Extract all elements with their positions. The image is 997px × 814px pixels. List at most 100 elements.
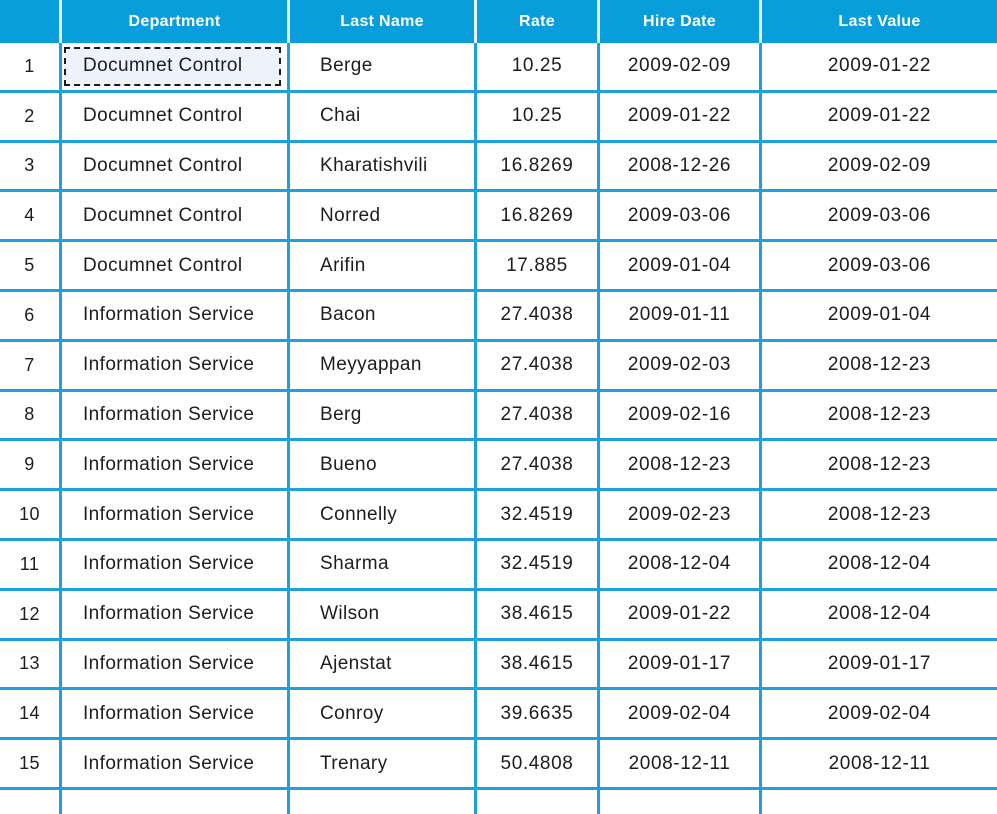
cell-last-name[interactable]: Meyyappan [290, 341, 477, 392]
cell-last-value[interactable]: 2009-01-22 [762, 92, 997, 143]
cell-last-name[interactable]: Trenary [290, 740, 477, 790]
cell-department[interactable]: Information Service [62, 291, 290, 342]
cell-last-value[interactable]: 2008-12-04 [762, 590, 997, 641]
cell-department[interactable] [62, 789, 290, 814]
cell-rate[interactable]: 39.6635 [477, 690, 600, 741]
row-number-cell[interactable]: 3 [0, 142, 62, 193]
row-number-cell[interactable]: 13 [0, 640, 62, 691]
cell-last-value[interactable]: 2008-12-23 [762, 341, 997, 392]
cell-last-name[interactable]: Ajenstat [290, 640, 477, 691]
column-header-department[interactable]: Department [62, 0, 290, 43]
cell-department[interactable]: Information Service [62, 341, 290, 392]
cell-rate[interactable]: 10.25 [477, 43, 600, 93]
cell-hire-date[interactable]: 2009-02-04 [600, 690, 762, 741]
cell-last-name[interactable]: Wilson [290, 590, 477, 641]
row-number-cell[interactable]: 7 [0, 341, 62, 392]
row-number-cell[interactable]: 14 [0, 690, 62, 741]
cell-last-value[interactable]: 2009-01-04 [762, 291, 997, 342]
cell-hire-date[interactable]: 2008-12-11 [600, 740, 762, 790]
cell-department[interactable]: Information Service [62, 540, 290, 591]
cell-last-value[interactable]: 2008-12-04 [762, 540, 997, 591]
cell-last-name[interactable]: Arifin [290, 242, 477, 292]
cell-rate[interactable]: 27.4038 [477, 441, 600, 492]
cell-last-name[interactable]: Norred [290, 192, 477, 243]
cell-hire-date[interactable]: 2009-02-09 [600, 43, 762, 93]
column-header-rate[interactable]: Rate [477, 0, 600, 43]
cell-department[interactable]: Documnet Control [62, 242, 290, 292]
cell-hire-date[interactable]: 2009-01-11 [600, 291, 762, 342]
cell-hire-date[interactable]: 2009-01-22 [600, 590, 762, 641]
cell-rate[interactable]: 32.4519 [477, 540, 600, 591]
cell-hire-date[interactable]: 2009-01-17 [600, 640, 762, 691]
cell-hire-date[interactable]: 2008-12-23 [600, 441, 762, 492]
cell-last-value[interactable]: 2009-02-09 [762, 142, 997, 193]
cell-hire-date[interactable]: 2008-12-26 [600, 142, 762, 193]
cell-hire-date[interactable]: 2009-02-23 [600, 491, 762, 541]
column-header-last-name[interactable]: Last Name [290, 0, 477, 43]
cell-rate[interactable]: 16.8269 [477, 192, 600, 243]
cell-last-name[interactable]: Chai [290, 92, 477, 143]
cell-last-value[interactable]: 2009-01-17 [762, 640, 997, 691]
cell-last-value[interactable]: 2009-03-06 [762, 192, 997, 243]
cell-department[interactable]: Documnet Control [62, 43, 290, 93]
cell-last-name[interactable]: Kharatishvili [290, 142, 477, 193]
cell-last-name[interactable]: Berg [290, 391, 477, 442]
cell-last-value[interactable] [762, 789, 997, 814]
row-number-cell[interactable]: 2 [0, 92, 62, 143]
cell-hire-date[interactable]: 2009-01-04 [600, 242, 762, 292]
cell-hire-date[interactable]: 2009-03-06 [600, 192, 762, 243]
cell-last-value[interactable]: 2008-12-23 [762, 441, 997, 492]
cell-last-value[interactable]: 2009-02-04 [762, 690, 997, 741]
cell-last-name[interactable]: Conroy [290, 690, 477, 741]
cell-rate[interactable]: 27.4038 [477, 291, 600, 342]
row-number-cell[interactable]: 1 [0, 43, 62, 93]
cell-hire-date[interactable]: 2009-01-22 [600, 92, 762, 143]
column-header-hire-date[interactable]: Hire Date [600, 0, 762, 43]
cell-last-name[interactable]: Sharma [290, 540, 477, 591]
cell-hire-date[interactable] [600, 789, 762, 814]
row-number-cell[interactable]: 8 [0, 391, 62, 442]
cell-last-name[interactable]: Bueno [290, 441, 477, 492]
corner-header-cell[interactable] [0, 0, 62, 43]
cell-rate[interactable]: 27.4038 [477, 391, 600, 442]
cell-department[interactable]: Information Service [62, 491, 290, 541]
cell-last-value[interactable]: 2008-12-23 [762, 491, 997, 541]
cell-rate[interactable]: 38.4615 [477, 590, 600, 641]
cell-department[interactable]: Information Service [62, 740, 290, 790]
column-header-last-value[interactable]: Last Value [762, 0, 997, 43]
cell-rate[interactable]: 38.4615 [477, 640, 600, 691]
cell-last-value[interactable]: 2008-12-23 [762, 391, 997, 442]
row-number-cell[interactable]: 9 [0, 441, 62, 492]
cell-last-name[interactable]: Bacon [290, 291, 477, 342]
row-number-cell[interactable]: 12 [0, 590, 62, 641]
cell-hire-date[interactable]: 2009-02-03 [600, 341, 762, 392]
cell-department[interactable]: Information Service [62, 590, 290, 641]
cell-rate[interactable]: 50.4808 [477, 740, 600, 790]
cell-last-value[interactable]: 2008-12-11 [762, 740, 997, 790]
cell-department[interactable]: Information Service [62, 640, 290, 691]
cell-last-value[interactable]: 2009-01-22 [762, 43, 997, 93]
cell-department[interactable]: Information Service [62, 441, 290, 492]
cell-rate[interactable]: 16.8269 [477, 142, 600, 193]
cell-last-value[interactable]: 2009-03-06 [762, 242, 997, 292]
cell-rate[interactable]: 10.25 [477, 92, 600, 143]
cell-department[interactable]: Information Service [62, 391, 290, 442]
row-number-cell[interactable]: 4 [0, 192, 62, 243]
cell-department[interactable]: Documnet Control [62, 192, 290, 243]
cell-rate[interactable]: 27.4038 [477, 341, 600, 392]
cell-rate[interactable]: 32.4519 [477, 491, 600, 541]
row-number-cell[interactable]: 10 [0, 491, 62, 541]
cell-department[interactable]: Documnet Control [62, 92, 290, 143]
row-number-cell[interactable]: 15 [0, 740, 62, 790]
cell-department[interactable]: Documnet Control [62, 142, 290, 193]
cell-hire-date[interactable]: 2008-12-04 [600, 540, 762, 591]
row-number-cell[interactable]: 11 [0, 540, 62, 591]
row-number-cell[interactable]: 6 [0, 291, 62, 342]
cell-last-name[interactable]: Berge [290, 43, 477, 93]
cell-last-name[interactable] [290, 789, 477, 814]
cell-rate[interactable] [477, 789, 600, 814]
cell-rate[interactable]: 17.885 [477, 242, 600, 292]
cell-hire-date[interactable]: 2009-02-16 [600, 391, 762, 442]
cell-department[interactable]: Information Service [62, 690, 290, 741]
row-number-cell[interactable] [0, 789, 62, 814]
